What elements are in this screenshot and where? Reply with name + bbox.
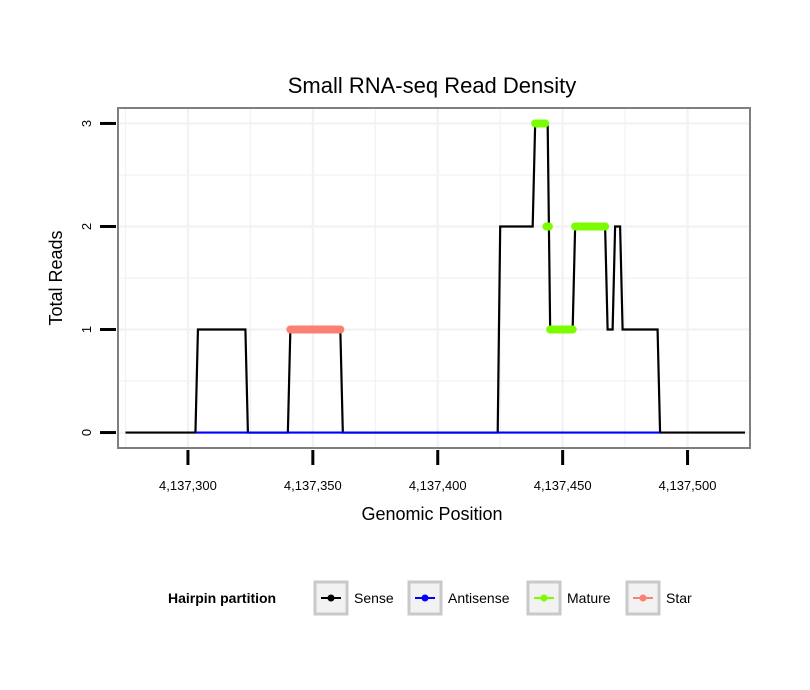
- legend-entry-mature: Mature: [526, 580, 611, 616]
- legend-entry-sense: Sense: [313, 580, 394, 616]
- y-tick-label: 0: [79, 429, 94, 436]
- x-tick-label: 4,137,400: [409, 478, 467, 493]
- x-tick-label: 4,137,300: [159, 478, 217, 493]
- y-tick-label: 2: [79, 223, 94, 230]
- x-axis-title: Genomic Position: [361, 504, 502, 524]
- data-marks: [125, 119, 745, 434]
- legend-key-point: [421, 594, 429, 602]
- grid-lines: [118, 108, 750, 448]
- legend-entry-star: Star: [625, 580, 692, 616]
- x-tick-label: 4,137,500: [659, 478, 717, 493]
- legend-key-point: [327, 594, 335, 602]
- y-axis: 0 1 2 3: [79, 120, 116, 436]
- legend-label: Antisense: [448, 590, 510, 606]
- y-tick-label: 1: [79, 326, 94, 333]
- legend-key-point: [540, 594, 548, 602]
- plot-panel: [117, 107, 751, 449]
- x-tick-label: 4,137,450: [534, 478, 592, 493]
- legend-key-point: [639, 594, 647, 602]
- x-tick-label: 4,137,350: [284, 478, 342, 493]
- legend-key-box: [313, 580, 349, 616]
- chart-title: Small RNA-seq Read Density: [288, 73, 577, 98]
- legend-label: Sense: [354, 590, 394, 606]
- legend-label: Star: [666, 590, 692, 606]
- legend-entry-antisense: Antisense: [407, 580, 510, 616]
- legend-label: Mature: [567, 590, 611, 606]
- y-tick-label: 3: [79, 120, 94, 127]
- y-axis-title: Total Reads: [46, 230, 66, 325]
- legend: Hairpin partition Sense Antisense Mature St…: [168, 580, 692, 616]
- x-axis: 4,137,300 4,137,350 4,137,400 4,137,450 4,13…: [159, 450, 716, 493]
- legend-title: Hairpin partition: [168, 590, 276, 606]
